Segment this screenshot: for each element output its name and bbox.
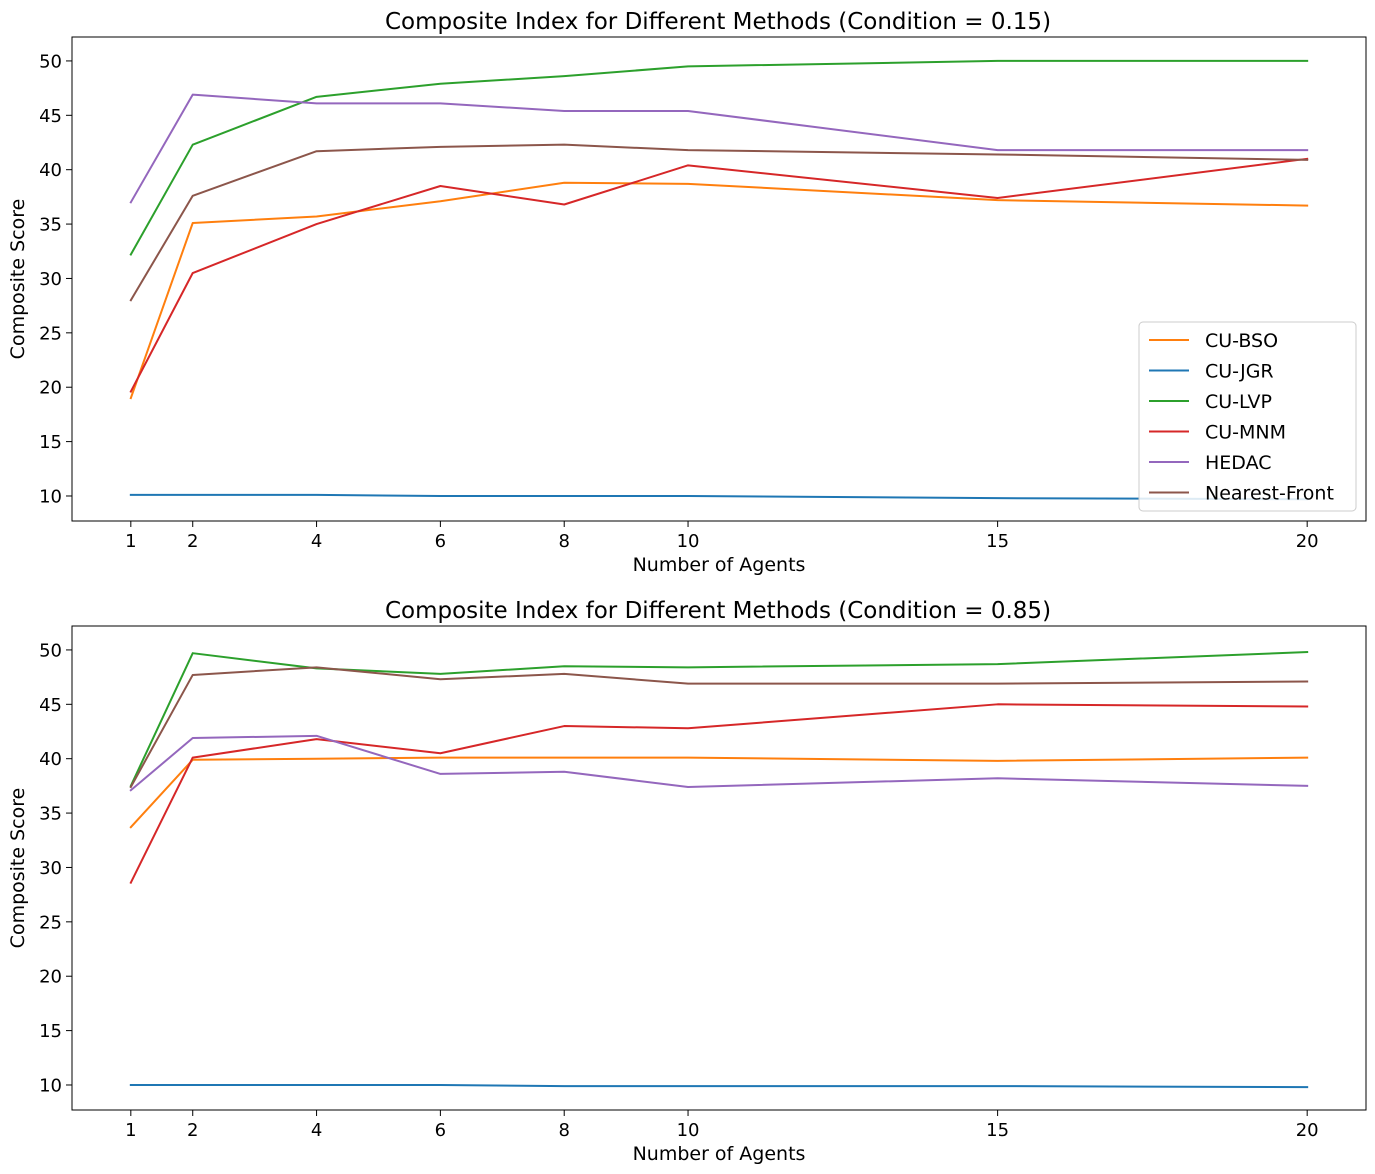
x-tick-label: 1 bbox=[125, 1120, 136, 1141]
chart-title: Composite Index for Different Methods (C… bbox=[385, 598, 1051, 624]
y-tick-label: 30 bbox=[39, 269, 62, 290]
y-tick-label: 10 bbox=[39, 1075, 62, 1096]
series-lines bbox=[129, 651, 1309, 1089]
y-tick-label: 15 bbox=[39, 432, 62, 453]
series-line-cu-lvp bbox=[129, 651, 1309, 788]
series-line-cu-mnm bbox=[129, 703, 1309, 885]
x-tick-label: 6 bbox=[435, 1120, 446, 1141]
legend-label: CU-LVP bbox=[1205, 391, 1272, 413]
chart-top: Composite Index for Different Methods (C… bbox=[7, 9, 1367, 576]
x-tick-label: 4 bbox=[311, 531, 322, 552]
y-tick-label: 50 bbox=[39, 640, 62, 661]
y-tick-label: 35 bbox=[39, 804, 62, 825]
y-axis-label: Composite Score bbox=[7, 788, 29, 949]
series-line-cu-bso bbox=[129, 756, 1309, 829]
y-tick-label: 35 bbox=[39, 215, 62, 236]
y-tick-label: 15 bbox=[39, 1021, 62, 1042]
series-line-cu-bso bbox=[129, 181, 1309, 400]
y-tick-label: 40 bbox=[39, 160, 62, 181]
y-tick-label: 20 bbox=[39, 378, 62, 399]
series-lines bbox=[129, 59, 1309, 501]
x-tick-label: 15 bbox=[986, 531, 1009, 552]
y-axis-ticks: 10 15 20 25 30 35 40 45 50 bbox=[39, 51, 72, 507]
x-tick-label: 8 bbox=[558, 531, 569, 552]
legend-label: CU-BSO bbox=[1205, 330, 1278, 352]
x-tick-label: 1 bbox=[125, 531, 136, 552]
x-tick-label: 4 bbox=[311, 1120, 322, 1141]
plot-area-frame bbox=[71, 36, 1367, 522]
x-tick-label: 8 bbox=[558, 1120, 569, 1141]
x-axis-label: Number of Agents bbox=[633, 554, 806, 576]
series-line-hedac bbox=[129, 93, 1309, 204]
y-axis-ticks: 10 15 20 25 30 35 40 45 50 bbox=[39, 640, 72, 1096]
legend-label: CU-JGR bbox=[1205, 361, 1274, 383]
y-axis-label: Composite Score bbox=[7, 199, 29, 360]
y-tick-label: 25 bbox=[39, 323, 62, 344]
legend-label: CU-MNM bbox=[1205, 422, 1286, 444]
series-line-cu-jgr bbox=[129, 1083, 1309, 1089]
x-tick-label: 2 bbox=[187, 1120, 198, 1141]
x-tick-label: 20 bbox=[1296, 1120, 1319, 1141]
series-line-nearest-front bbox=[129, 666, 1309, 789]
y-tick-label: 20 bbox=[39, 967, 62, 988]
y-tick-label: 50 bbox=[39, 51, 62, 72]
x-tick-label: 10 bbox=[677, 1120, 700, 1141]
x-tick-label: 10 bbox=[677, 531, 700, 552]
series-line-hedac bbox=[129, 734, 1309, 792]
x-axis-ticks: 1 2 4 6 8 10 15 20 bbox=[125, 1110, 1319, 1141]
series-line-cu-mnm bbox=[129, 157, 1309, 393]
y-tick-label: 10 bbox=[39, 486, 62, 507]
series-line-cu-jgr bbox=[129, 493, 1309, 501]
series-line-nearest-front bbox=[129, 143, 1309, 302]
y-tick-label: 45 bbox=[39, 106, 62, 127]
chart-bottom: Composite Index for Different Methods (C… bbox=[7, 598, 1367, 1165]
legend-label: Nearest-Front bbox=[1205, 483, 1334, 505]
series-line-cu-lvp bbox=[129, 59, 1309, 256]
chart-title: Composite Index for Different Methods (C… bbox=[385, 9, 1051, 35]
x-axis-label: Number of Agents bbox=[633, 1143, 806, 1165]
x-tick-label: 2 bbox=[187, 531, 198, 552]
legend-label: HEDAC bbox=[1205, 452, 1272, 474]
y-tick-label: 30 bbox=[39, 858, 62, 879]
legend-box bbox=[1138, 321, 1357, 512]
x-tick-label: 15 bbox=[986, 1120, 1009, 1141]
x-tick-label: 20 bbox=[1296, 531, 1319, 552]
x-axis-ticks: 1 2 4 6 8 10 15 20 bbox=[125, 521, 1319, 552]
plot-area-frame bbox=[71, 625, 1367, 1111]
y-tick-label: 45 bbox=[39, 695, 62, 716]
y-tick-label: 40 bbox=[39, 749, 62, 770]
y-tick-label: 25 bbox=[39, 912, 62, 933]
x-tick-label: 6 bbox=[435, 531, 446, 552]
legend: CU-BSO CU-JGR CU-LVP CU-MNM HEDAC Nearest-Fro… bbox=[1138, 321, 1357, 512]
